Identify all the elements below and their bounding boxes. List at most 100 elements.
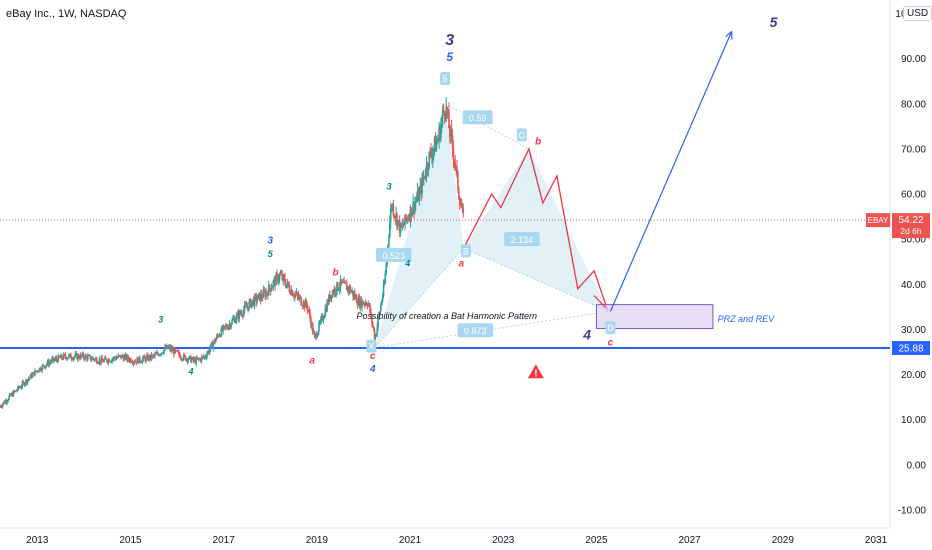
candle-body bbox=[320, 316, 323, 319]
candle-body bbox=[294, 294, 296, 297]
candle-body bbox=[123, 356, 126, 361]
candle-body bbox=[35, 370, 38, 372]
candle-body bbox=[49, 361, 51, 363]
candle-body bbox=[301, 304, 303, 306]
candle-body bbox=[405, 214, 407, 220]
candle-body bbox=[370, 313, 372, 315]
target-arrow[interactable] bbox=[609, 32, 731, 312]
candle-body bbox=[319, 322, 321, 324]
candle-body bbox=[243, 305, 246, 311]
candle-body bbox=[176, 350, 179, 352]
candle-body bbox=[404, 214, 406, 225]
candle-body bbox=[459, 205, 462, 207]
candle-body bbox=[451, 135, 454, 149]
projection-path[interactable] bbox=[463, 147, 609, 312]
candle-body bbox=[111, 359, 113, 362]
candle-body bbox=[310, 318, 312, 327]
candle-body bbox=[1, 404, 4, 407]
candle-body bbox=[273, 278, 276, 282]
candle-body bbox=[394, 216, 396, 219]
candle-body bbox=[315, 334, 318, 338]
candle-body bbox=[173, 349, 175, 355]
prz-box[interactable] bbox=[595, 304, 714, 330]
candle-body bbox=[266, 292, 268, 294]
candle-body bbox=[21, 381, 24, 387]
countdown-text: 2d 6h bbox=[900, 226, 922, 236]
candle-body bbox=[73, 356, 76, 358]
candle-body bbox=[246, 306, 249, 308]
x-tick-label: 2021 bbox=[399, 535, 422, 546]
candle-body bbox=[134, 361, 137, 363]
candle-body bbox=[41, 365, 43, 371]
candle-body bbox=[187, 359, 189, 362]
candle-body bbox=[241, 313, 243, 316]
candle-body bbox=[247, 306, 250, 310]
candle-body bbox=[208, 349, 211, 353]
candle-body bbox=[117, 355, 120, 358]
candle-body bbox=[444, 115, 447, 117]
candle-body bbox=[104, 357, 107, 360]
candle-body bbox=[322, 318, 325, 321]
warning-triangle-icon[interactable] bbox=[527, 364, 544, 379]
wave-label-c-2026: c bbox=[608, 338, 614, 349]
candle-body bbox=[385, 264, 388, 273]
candle-body bbox=[345, 284, 348, 291]
candle-body bbox=[162, 353, 164, 355]
candle-body bbox=[379, 311, 381, 315]
candle-body bbox=[130, 362, 133, 364]
candle-body bbox=[330, 295, 333, 298]
candle-body bbox=[164, 346, 167, 349]
candle-body bbox=[307, 309, 310, 311]
currency-badge[interactable]: USD bbox=[903, 6, 932, 21]
candle-body bbox=[314, 334, 317, 337]
candle-body bbox=[95, 358, 98, 363]
candle-body bbox=[434, 137, 437, 152]
last-price-tag[interactable] bbox=[892, 213, 930, 239]
candle-body bbox=[2, 401, 5, 405]
candle-body bbox=[397, 220, 399, 227]
candle-body bbox=[419, 184, 422, 191]
candle-body bbox=[151, 355, 154, 359]
y-tick-label: 80.00 bbox=[901, 99, 926, 110]
candle-body bbox=[78, 357, 81, 359]
candle-body bbox=[225, 325, 228, 328]
candle-body bbox=[33, 372, 35, 376]
candle-body bbox=[207, 351, 210, 353]
candle-body bbox=[337, 282, 339, 290]
candle-body bbox=[23, 382, 25, 386]
point-x-label: X bbox=[368, 342, 374, 352]
candle-body bbox=[423, 176, 425, 180]
candle-body bbox=[232, 319, 234, 321]
candle-body bbox=[10, 393, 13, 396]
price-axis-panel[interactable] bbox=[890, 0, 932, 550]
point-c-label-box bbox=[516, 128, 527, 142]
candle-body bbox=[259, 293, 262, 302]
candle-body bbox=[203, 356, 206, 358]
candle-body bbox=[136, 358, 138, 364]
candle-body bbox=[3, 401, 6, 404]
candle-body bbox=[130, 358, 132, 363]
candle-body bbox=[429, 150, 431, 152]
candle-body bbox=[9, 393, 11, 397]
candle-body bbox=[63, 354, 66, 356]
candle-body bbox=[153, 355, 155, 357]
candle-body bbox=[414, 201, 417, 204]
candle-body bbox=[50, 361, 52, 363]
candle-body bbox=[287, 282, 290, 286]
candle-body bbox=[276, 274, 278, 276]
candle-body bbox=[66, 358, 69, 360]
level-price-tag[interactable] bbox=[892, 341, 930, 356]
candle-body bbox=[445, 106, 448, 117]
candle-body bbox=[380, 301, 383, 305]
candle-body bbox=[263, 290, 266, 292]
wave-label-5-2018: 5 bbox=[268, 249, 274, 259]
candle-body bbox=[355, 295, 358, 304]
symbol-tag[interactable] bbox=[866, 213, 890, 228]
level-price-text: 25.88 bbox=[898, 344, 923, 355]
candle-body bbox=[224, 325, 226, 327]
candle-body bbox=[125, 354, 128, 360]
candle-body bbox=[121, 355, 123, 358]
candle-body bbox=[351, 290, 353, 292]
candle-body bbox=[169, 346, 172, 351]
